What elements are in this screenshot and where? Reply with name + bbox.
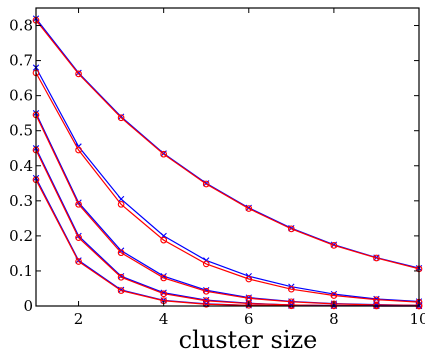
series-6 [32, 111, 423, 309]
series-10-point [75, 258, 82, 265]
series-8-point [117, 273, 125, 281]
series-2-line [35, 19, 420, 270]
series-6-point [202, 287, 210, 295]
series-4-point [330, 292, 338, 299]
plot-border [35, 7, 420, 307]
series-5-point [117, 247, 125, 254]
series-10-point [202, 300, 210, 308]
series-4-point [245, 275, 253, 283]
series-8 [32, 146, 423, 310]
series-10-line [35, 179, 420, 307]
series-4-point [287, 285, 295, 293]
series-3-line [35, 67, 420, 303]
series-6-line [35, 114, 420, 306]
x-tick-label: 8 [329, 310, 339, 328]
series-6-point [117, 249, 125, 257]
y-tick-label: 0.1 [9, 262, 33, 280]
y-tick-label: 0.7 [9, 52, 33, 70]
series-2-point [330, 242, 338, 249]
series-9-line [35, 177, 420, 307]
x-tick-label: 6 [244, 310, 254, 328]
series-4-point [117, 200, 125, 208]
series-2-point [287, 225, 295, 233]
series-3-point [117, 195, 125, 203]
y-tick-label: 0 [23, 297, 33, 315]
x-tick-label: 2 [74, 310, 84, 328]
series-2-point [245, 205, 253, 212]
series-2-point [202, 180, 210, 188]
y-tick-label: 0.6 [9, 87, 33, 105]
series-2-point [75, 70, 82, 78]
series-4-point [75, 146, 82, 154]
x-axis-title: cluster size [179, 326, 318, 354]
series-layer [32, 15, 423, 310]
y-tick-label: 0.2 [9, 227, 33, 245]
series-10-point [117, 287, 125, 294]
series-7 [32, 145, 423, 310]
y-tick-label: 0.8 [9, 17, 33, 35]
series-7-line [35, 147, 420, 307]
series-5-line [35, 112, 420, 306]
series-2-point [117, 114, 125, 122]
plot-frame [35, 7, 420, 307]
series-6-point [160, 274, 168, 282]
series-8-line [35, 149, 420, 307]
series-5 [32, 109, 423, 309]
series-1-line [35, 18, 420, 269]
series-4-line [35, 72, 420, 303]
series-1 [32, 15, 423, 272]
series-6-point [75, 200, 82, 208]
x-tick-label: 4 [159, 310, 169, 328]
y-tick-label: 0.4 [9, 157, 33, 175]
series-2-point [160, 150, 168, 158]
y-tick-label: 0.5 [9, 122, 33, 140]
series-2 [32, 16, 423, 273]
series-3 [32, 64, 423, 305]
tick-layer: 2 4 6 8 10 0 0.1 0.2 0.3 0.4 0.5 0.6 0.7 0.8 [9, 8, 425, 328]
series-8-point [75, 234, 82, 241]
series-4 [32, 69, 423, 306]
x-tick-label: 10 [409, 310, 425, 328]
series-2-point [373, 254, 380, 262]
series-4-point [202, 260, 210, 268]
series-4-point [160, 236, 168, 244]
series-8-point [160, 290, 168, 298]
y-tick-label: 0.3 [9, 192, 33, 210]
